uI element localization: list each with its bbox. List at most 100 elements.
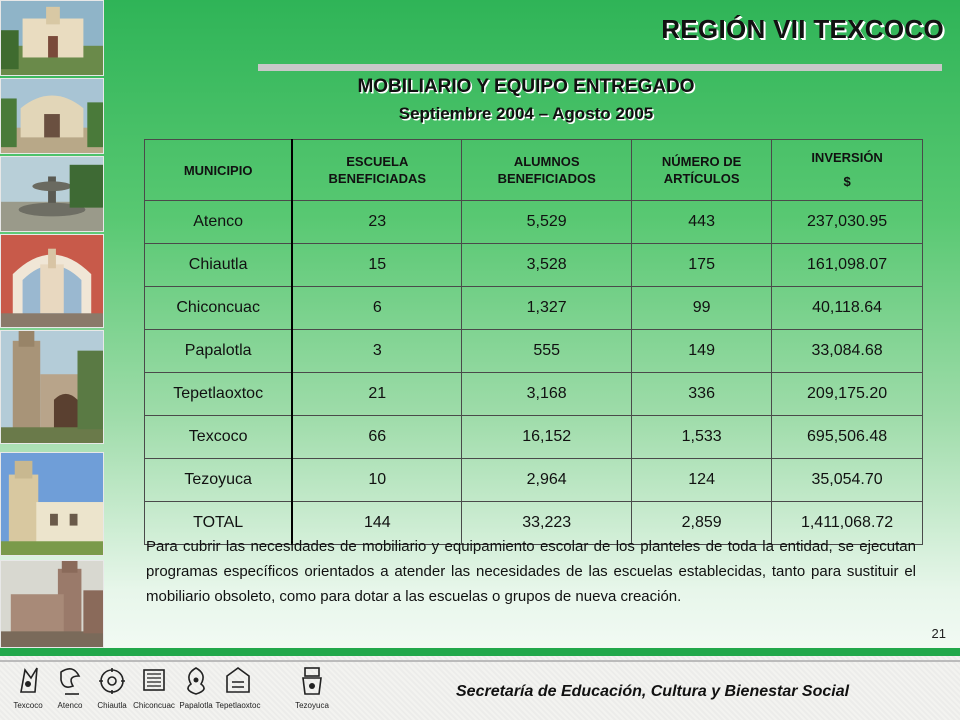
chiconcuac-glyph-icon: [143, 669, 165, 691]
column-header: ALUMNOS BENEFICIADOS: [461, 139, 633, 201]
table-header-row: MUNICIPIO ESCUELA BENEFICIADAS ALUMNOS BENEF…: [144, 139, 923, 201]
table-cell: 33,223: [461, 501, 633, 545]
column-header-line: ESCUELA: [346, 154, 409, 169]
table-cell: 23: [291, 200, 463, 244]
municipality-label: Papalotla: [179, 701, 213, 710]
table-row: Tezoyuca 10 2,964 124 35,054.70: [144, 458, 923, 502]
column-header: ESCUELA BENEFICIADAS: [291, 139, 463, 201]
column-header-line: BENEFICIADAS: [328, 171, 427, 186]
table-cell: 6: [291, 286, 463, 330]
table-cell: 175: [631, 243, 773, 287]
column-header-line: ALUMNOS: [513, 154, 580, 169]
column-header-line: BENEFICIADOS: [497, 171, 596, 186]
table-cell: 66: [291, 415, 463, 459]
table-cell: 443: [631, 200, 773, 244]
table-cell: 16,152: [461, 415, 633, 459]
table-row: Texcoco 66 16,152 1,533 695,506.48: [144, 415, 923, 459]
table-cell: Texcoco: [144, 415, 294, 459]
table-cell: 5,529: [461, 200, 633, 244]
table-cell: 40,118.64: [771, 286, 923, 330]
municipality-label: Atenco: [57, 701, 83, 710]
table-cell: 10: [291, 458, 463, 502]
table-cell: Papalotla: [144, 329, 294, 373]
table-cell: 124: [631, 458, 773, 502]
table-cell: Chiconcuac: [144, 286, 294, 330]
table-cell: 161,098.07: [771, 243, 923, 287]
table-cell: Tepetlaoxtoc: [144, 372, 294, 416]
table-cell: Atenco: [144, 200, 294, 244]
table-cell: 15: [291, 243, 463, 287]
table-cell: 2,964: [461, 458, 633, 502]
atenco-glyph-icon: [60, 668, 81, 695]
municipality-chiconcuac: Chiconcuac: [128, 664, 180, 710]
municipality-label: Tezoyuca: [295, 701, 329, 710]
municipality-label: Texcoco: [13, 701, 43, 710]
photo-strip: [0, 0, 106, 648]
table-row: Chiautla 15 3,528 175 161,098.07: [144, 243, 923, 287]
church-photo-4: [0, 452, 104, 556]
fountain-photo: [0, 156, 104, 232]
arch-photo: [0, 234, 104, 328]
table-cell: Chiautla: [144, 243, 294, 287]
table-row: Tepetlaoxtoc 21 3,168 336 209,175.20: [144, 372, 923, 416]
data-table: MUNICIPIO ESCUELA BENEFICIADAS ALUMNOS BENEF…: [144, 139, 923, 545]
table-cell: 99: [631, 286, 773, 330]
chiautla-glyph-icon: [99, 668, 125, 694]
table-row: TOTAL 144 33,223 2,859 1,411,068.72: [144, 501, 923, 545]
column-header-line: MUNICIPIO: [183, 162, 253, 178]
column-header: MUNICIPIO: [144, 139, 294, 201]
table-cell: 3,168: [461, 372, 633, 416]
municipality-chiautla: Chiautla: [86, 664, 138, 710]
column-header-line: INVERSIÓN: [811, 150, 883, 165]
column-header: NÚMERO DE ARTÍCULOS: [631, 139, 773, 201]
table-cell: 33,084.68: [771, 329, 923, 373]
table-cell: 237,030.95: [771, 200, 923, 244]
region-title: REGIÓN VII TEXCOCO: [661, 14, 944, 44]
tepetlaoxtoc-glyph-icon: [226, 667, 250, 693]
table-cell: 695,506.48: [771, 415, 923, 459]
municipality-tepetlaoxtoc: Tepetlaoxtoc: [212, 664, 264, 710]
municipality-atenco: Atenco: [44, 664, 96, 710]
texcoco-glyph-icon: [20, 667, 38, 693]
tezoyuca-glyph-icon: [302, 667, 322, 695]
table-cell: TOTAL: [144, 501, 294, 545]
table-cell: 149: [631, 329, 773, 373]
footer: [0, 656, 960, 720]
secretaria-label: Secretaría de Educación, Cultura y Biene…: [456, 683, 850, 700]
table-cell: 555: [461, 329, 633, 373]
municipality-label: Chiautla: [97, 701, 127, 710]
table-cell: 144: [291, 501, 463, 545]
table-cell: 35,054.70: [771, 458, 923, 502]
municipality-label: Chiconcuac: [133, 701, 175, 710]
church-photo-5: [0, 560, 104, 648]
church-photo-3: [0, 330, 104, 444]
table-cell: 1,327: [461, 286, 633, 330]
papalotla-glyph-icon: [187, 667, 205, 695]
municipality-tezoyuca: Tezoyuca: [286, 664, 338, 710]
table-body: Atenco 23 5,529 443 237,030.95 Chiautla 15 3,52…: [144, 200, 923, 545]
table-row: Atenco 23 5,529 443 237,030.95: [144, 200, 923, 244]
table-cell: 3,528: [461, 243, 633, 287]
table-cell: 209,175.20: [771, 372, 923, 416]
table-cell: 336: [631, 372, 773, 416]
municipality-texcoco: Texcoco: [2, 664, 54, 710]
church-photo-1: [0, 0, 104, 76]
table-cell: Tezoyuca: [144, 458, 294, 502]
table-cell: 1,533: [631, 415, 773, 459]
column-header-line: $: [843, 174, 851, 189]
table-row: Papalotla 3 555 149 33,084.68: [144, 329, 923, 373]
table-cell: 21: [291, 372, 463, 416]
church-photo-2: [0, 78, 104, 154]
municipality-papalotla: Papalotla: [170, 664, 222, 710]
column-header-line: NÚMERO DE: [661, 154, 742, 169]
title-rule: [258, 64, 942, 71]
description-paragraph: Para cubrir las necesidades de mobiliari…: [146, 538, 916, 605]
table-cell: 3: [291, 329, 463, 373]
footer-divider: [0, 660, 960, 662]
page-subtitle: Septiembre 2004 – Agosto 2005: [398, 104, 654, 123]
page-title: MOBILIARIO Y EQUIPO ENTREGADO: [357, 76, 695, 97]
table-cell: 1,411,068.72: [771, 501, 923, 545]
table-row: Chiconcuac 6 1,327 99 40,118.64: [144, 286, 923, 330]
column-header: INVERSIÓN $: [771, 139, 923, 201]
municipality-label: Tepetlaoxtoc: [215, 701, 261, 710]
